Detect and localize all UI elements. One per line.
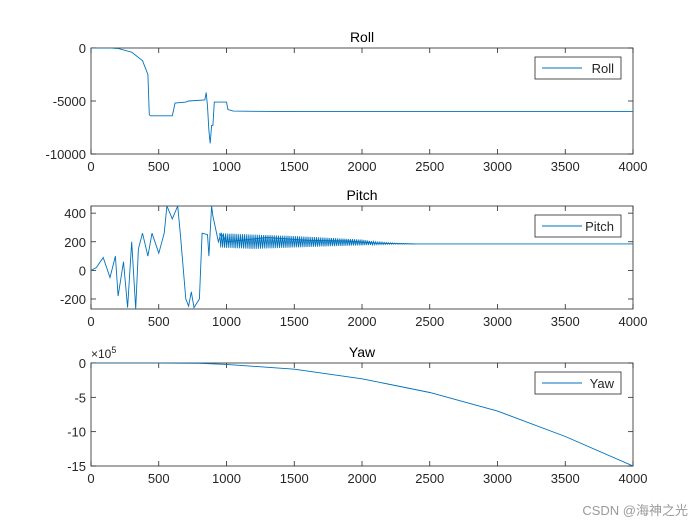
x-tick-label: 2000 xyxy=(348,159,377,174)
y-tick-label: -15 xyxy=(67,459,86,474)
x-tick-label: 3000 xyxy=(483,471,512,486)
x-tick-label: 3000 xyxy=(483,159,512,174)
x-tick-label: 1500 xyxy=(280,159,309,174)
series-yaw xyxy=(91,363,633,466)
x-tick-label: 0 xyxy=(87,471,94,486)
y-tick-label: -5 xyxy=(74,390,86,405)
series-roll xyxy=(91,48,633,144)
y-tick-label: 0 xyxy=(79,263,86,278)
x-tick-label: 1500 xyxy=(280,471,309,486)
x-tick-label: 2500 xyxy=(415,159,444,174)
x-tick-label: 0 xyxy=(87,159,94,174)
x-tick-label: 1000 xyxy=(212,159,241,174)
x-tick-label: 2500 xyxy=(415,471,444,486)
x-tick-label: 1000 xyxy=(212,314,241,329)
y-tick-label: 0 xyxy=(79,41,86,56)
y-tick-label: 0 xyxy=(79,356,86,371)
x-tick-label: 3000 xyxy=(483,314,512,329)
y-tick-label: 400 xyxy=(64,206,86,221)
y-tick-label: -10 xyxy=(67,425,86,440)
chart-yaw: Yaw 0 500 1000 1500 2000 2500 3000 3500 4000 -15 -1… xyxy=(67,344,647,486)
x-tick-label: 500 xyxy=(148,314,170,329)
x-tick-label: 4000 xyxy=(619,471,648,486)
chart-title: Roll xyxy=(350,29,374,45)
series-oscillation xyxy=(219,233,417,249)
y-exponent-power: 5 xyxy=(111,345,116,355)
x-tick-label: 2500 xyxy=(415,314,444,329)
series-line xyxy=(91,363,633,466)
legend-label: Pitch xyxy=(585,219,614,234)
x-tick-label: 0 xyxy=(87,314,94,329)
x-tick-label: 1500 xyxy=(280,314,309,329)
x-tick-label: 500 xyxy=(148,471,170,486)
y-tick-label: -200 xyxy=(60,292,86,307)
legend-label: Roll xyxy=(592,61,615,76)
legend: Yaw xyxy=(534,371,622,395)
y-tick-label: -5000 xyxy=(53,94,86,109)
legend: Pitch xyxy=(534,214,622,238)
x-tick-label: 2000 xyxy=(348,314,377,329)
series-line xyxy=(91,48,633,144)
chart-title: Yaw xyxy=(349,344,376,360)
x-tick-label: 3500 xyxy=(551,159,580,174)
legend: Roll xyxy=(534,56,622,80)
x-tick-label: 4000 xyxy=(619,159,648,174)
series-pitch xyxy=(91,206,633,309)
watermark: CSDN @海神之光 xyxy=(582,503,688,518)
x-tick-label: 500 xyxy=(148,159,170,174)
x-tick-label: 3500 xyxy=(551,314,580,329)
y-tick-label: -10000 xyxy=(46,147,86,162)
chart-roll: Roll 0 500 1000 1500 2000 2500 3000 3500 4000 -100… xyxy=(46,29,648,174)
x-tick-label: 3500 xyxy=(551,471,580,486)
chart-title: Pitch xyxy=(346,187,377,203)
x-tick-label: 2000 xyxy=(348,471,377,486)
y-exponent-label: ×105 xyxy=(91,345,116,361)
x-tick-label: 1000 xyxy=(212,471,241,486)
x-tick-label: 4000 xyxy=(619,314,648,329)
y-tick-label: 200 xyxy=(64,235,86,250)
legend-label: Yaw xyxy=(590,376,615,391)
